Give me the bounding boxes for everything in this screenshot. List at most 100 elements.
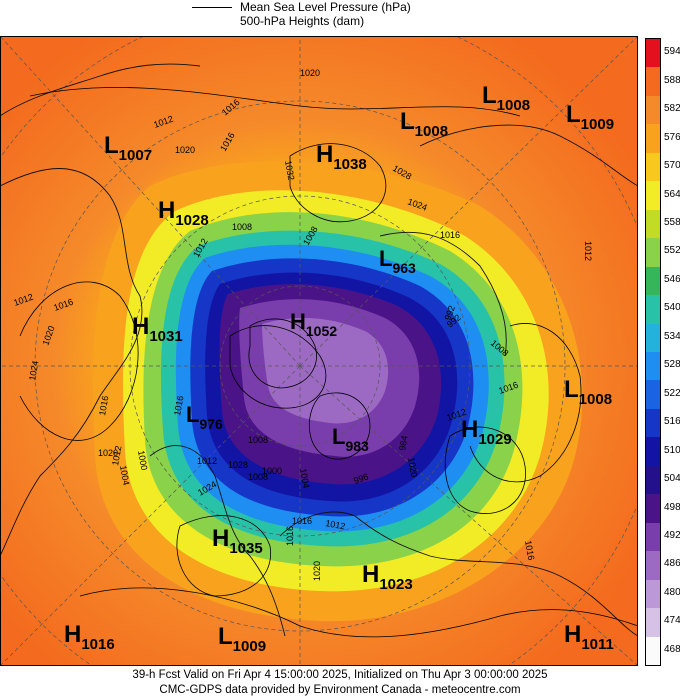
color-scale-label: 570 [664, 160, 680, 172]
color-scale-label: 522 [664, 387, 680, 399]
color-scale-cell [646, 579, 660, 609]
pressure-system-label: L983 [332, 424, 369, 454]
pressure-system-label: L976 [186, 402, 223, 432]
isobar [19, 281, 139, 441]
isobar-label: 1008 [248, 472, 268, 482]
isobar-label: 1020 [300, 68, 320, 78]
data-credit-line: CMC-GDPS data provided by Environment Ca… [159, 684, 521, 696]
isobar-label: 1004 [298, 468, 311, 489]
color-scale-cell [646, 181, 660, 211]
heights-legend-label: 500-hPa Heights (dam) [240, 14, 365, 28]
color-scale-label: 582 [664, 103, 680, 115]
isobar [79, 587, 638, 638]
isobar-label: 1020 [312, 561, 322, 581]
isobar-label: 1032 [283, 160, 296, 181]
pressure-system-label: H1052 [290, 309, 337, 339]
coastline-siberia [379, 231, 507, 357]
color-scale-bar [645, 38, 661, 666]
isobar-label: 1008 [248, 435, 268, 445]
isobar [308, 392, 371, 460]
color-scale-label: 516 [664, 416, 680, 428]
isobar [29, 87, 521, 117]
pressure-system-label: L1009 [566, 101, 614, 133]
color-scale-cell [646, 266, 660, 296]
pressure-system-label: H1038 [316, 141, 367, 173]
map-frame [0, 36, 638, 666]
color-scale-cell [646, 380, 660, 410]
color-scale-label: 510 [664, 444, 680, 456]
pressure-system-label: H1035 [212, 525, 263, 557]
isobar-label: 1012 [325, 518, 346, 531]
isobars [19, 87, 638, 638]
graticule [0, 36, 638, 666]
latitude-ring [34, 100, 566, 632]
coastline-europe [279, 511, 638, 637]
color-scale-cell [646, 152, 660, 182]
color-scale-cell [646, 67, 660, 97]
isobar-label: 1024 [27, 360, 40, 381]
pressure-system-label: H1023 [362, 561, 413, 593]
color-scale-label: 474 [664, 615, 680, 627]
color-scale-cell [646, 209, 660, 239]
coastline-north-america [0, 168, 143, 557]
color-scale-label: 594 [664, 46, 680, 58]
color-scale-label: 504 [664, 473, 680, 485]
pressure-system-label: H1029 [461, 416, 512, 448]
color-scale-label: 558 [664, 216, 680, 228]
meridian [299, 36, 638, 367]
isobar [229, 325, 327, 409]
isobar-label: 1000 [136, 450, 149, 471]
color-scale-label: 486 [664, 558, 680, 570]
isobar-label: 1016 [292, 516, 312, 526]
pressure-system-label: L1007 [104, 132, 152, 164]
pressure-system-label: L1008 [564, 376, 612, 408]
pressure-legend-line [192, 7, 232, 8]
color-scale-label: 528 [664, 359, 680, 371]
pressure-legend-label: Mean Sea Level Pressure (hPa) [240, 0, 411, 14]
band-480 [262, 317, 389, 424]
pressure-system-label: H1016 [64, 621, 115, 653]
coastlines [0, 63, 638, 637]
weather-map: 1012 1016 1020 1016 1020 1032 1028 1024 … [0, 36, 638, 666]
pressure-system-label: H1028 [158, 197, 209, 229]
isobar-label: 1012 [110, 445, 123, 466]
coastline-greenland [149, 445, 286, 637]
isobar-label: 1008 [232, 222, 252, 232]
color-scale-cell [646, 124, 660, 154]
color-scale-label: 546 [664, 273, 680, 285]
color-scale-cell [646, 636, 660, 666]
color-scale-cell [646, 323, 660, 353]
isobar-label: 1004 [118, 465, 131, 486]
isobar-label: 1020 [406, 457, 419, 478]
isobar-label: 984 [397, 435, 409, 452]
color-scale-label: 498 [664, 501, 680, 513]
coastline-asia [419, 124, 638, 187]
isobar-label: 1028 [228, 460, 248, 470]
color-scale-cell [646, 522, 660, 552]
color-scale-label: 576 [664, 131, 680, 143]
isobar-label: 1012 [197, 456, 217, 466]
meridian [0, 365, 301, 666]
forecast-valid-line: 39-h Fcst Valid on Fri Apr 4 15:00:00 20… [132, 669, 548, 681]
isobar-label: 992 [442, 304, 457, 322]
isobar [248, 318, 317, 389]
color-scale-label: 540 [664, 302, 680, 314]
isobar-label: 1016 [172, 395, 185, 416]
meridian [299, 365, 638, 666]
isobar [289, 143, 387, 223]
coastline-alaska [0, 63, 201, 117]
pressure-system-label: H1011 [564, 621, 614, 653]
color-scale-label: 534 [664, 330, 680, 342]
pressure-system-label: H1031 [132, 313, 183, 345]
height-bands [93, 161, 583, 622]
color-scale-cell [646, 39, 660, 68]
isobar-label: 996 [352, 471, 370, 486]
pressure-system-label: L1008 [400, 108, 448, 140]
color-scale-label: 492 [664, 529, 680, 541]
color-scale-cell [646, 551, 660, 581]
color-scale-cell [646, 238, 660, 268]
isobar [444, 426, 526, 514]
color-scale-cell [646, 465, 660, 495]
color-scale-label: 468 [664, 643, 680, 655]
color-scale-label: 480 [664, 586, 680, 598]
